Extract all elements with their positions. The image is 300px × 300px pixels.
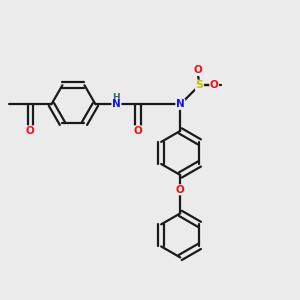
Text: O: O xyxy=(176,185,185,195)
Text: O: O xyxy=(134,126,142,136)
Text: N: N xyxy=(176,99,185,110)
Text: O: O xyxy=(194,65,202,76)
Text: H: H xyxy=(112,93,120,102)
Text: O: O xyxy=(26,126,34,136)
Text: S: S xyxy=(196,80,203,90)
Text: O: O xyxy=(210,80,219,90)
Text: N: N xyxy=(112,99,121,110)
